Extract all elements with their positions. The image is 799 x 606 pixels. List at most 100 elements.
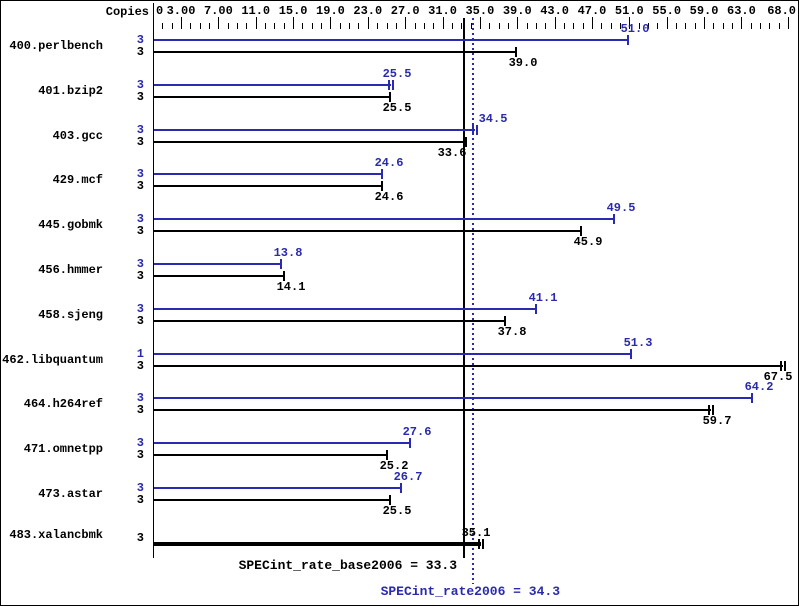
base-bar <box>154 320 506 322</box>
base-bar <box>154 409 711 411</box>
axis-tick-label: 43.0 <box>540 4 570 18</box>
axis-major-tick <box>555 17 556 29</box>
axis-minor-tick <box>685 23 686 29</box>
bar-end-tick <box>613 214 615 224</box>
peak-value-label: 25.5 <box>382 67 412 81</box>
peak-value-label: 64.2 <box>744 380 774 394</box>
benchmark-label: 401.bzip2 <box>38 84 103 98</box>
peak-bar <box>154 39 629 41</box>
copies-value: 3 <box>136 481 144 495</box>
base-rate-line <box>463 18 465 558</box>
base-bar <box>154 230 582 232</box>
bar-end-tick <box>381 181 383 191</box>
axis-minor-tick <box>274 23 275 29</box>
bar-end-tick <box>627 35 629 45</box>
plot-axis-line <box>153 3 154 558</box>
bar-end-tick <box>465 137 467 147</box>
benchmark-label: 400.perlbench <box>9 39 103 53</box>
peak-bar <box>154 353 632 355</box>
base-value-label: 59.7 <box>702 414 732 428</box>
peak-value-label: 34.5 <box>478 112 508 126</box>
bar-end-tick <box>630 349 632 359</box>
copies-value: 3 <box>136 436 144 450</box>
axis-minor-tick <box>779 23 780 29</box>
copies-value: 3 <box>136 167 144 181</box>
base-bar <box>154 365 783 367</box>
benchmark-label: 403.gcc <box>52 129 103 143</box>
axis-tick-label: 27.0 <box>390 4 420 18</box>
axis-minor-tick <box>415 23 416 29</box>
benchmark-label: 483.xalancbmk <box>9 528 103 542</box>
axis-major-tick <box>293 17 294 29</box>
peak-value-label: 51.3 <box>623 336 653 350</box>
copies-value: 3 <box>136 224 144 238</box>
peak-bar <box>154 129 475 131</box>
bar-end-tick <box>280 259 282 269</box>
base-value-label: 25.5 <box>382 504 412 518</box>
copies-value: 3 <box>136 179 144 193</box>
axis-minor-tick <box>237 23 238 29</box>
base-value-label: 39.0 <box>508 56 538 70</box>
axis-minor-tick <box>452 23 453 29</box>
benchmark-label: 458.sjeng <box>38 308 103 322</box>
copies-value: 3 <box>136 391 144 405</box>
bar-end-tick <box>580 226 582 236</box>
axis-major-tick <box>704 17 705 29</box>
axis-major-tick <box>517 17 518 29</box>
axis-major-tick <box>181 17 182 29</box>
axis-minor-tick <box>657 23 658 29</box>
copies-value: 3 <box>136 302 144 316</box>
axis-minor-tick <box>601 23 602 29</box>
peak-bar <box>154 218 615 220</box>
benchmark-label: 456.hmmer <box>38 263 103 277</box>
copies-value: 3 <box>136 493 144 507</box>
axis-minor-tick <box>358 23 359 29</box>
benchmark-label: 464.h264ref <box>23 397 103 411</box>
axis-major-tick <box>788 17 789 29</box>
axis-minor-tick <box>760 23 761 29</box>
axis-tick-label: 23.0 <box>353 4 383 18</box>
peak-bar <box>154 263 282 265</box>
benchmark-label: 471.omnetpp <box>23 442 103 456</box>
axis-minor-tick <box>508 23 509 29</box>
peak-value-label: 13.8 <box>273 246 303 260</box>
copies-value: 3 <box>136 33 144 47</box>
axis-minor-tick <box>583 23 584 29</box>
bar-end-tick <box>388 80 390 90</box>
axis-minor-tick <box>190 23 191 29</box>
base-bar <box>154 275 285 277</box>
axis-minor-tick <box>732 23 733 29</box>
axis-minor-tick <box>723 23 724 29</box>
axis-tick-label: 7.00 <box>203 4 233 18</box>
bar-end-tick <box>400 483 402 493</box>
bar-end-tick <box>515 47 517 57</box>
axis-major-tick <box>218 17 219 29</box>
base-bar <box>154 499 391 501</box>
axis-minor-tick <box>620 23 621 29</box>
axis-minor-tick <box>424 23 425 29</box>
axis-tick-label: 31.0 <box>428 4 457 18</box>
axis-minor-tick <box>172 23 173 29</box>
copies-value: 3 <box>136 212 144 226</box>
axis-minor-tick <box>573 23 574 29</box>
copies-value: 3 <box>136 448 144 462</box>
axis-minor-tick <box>228 23 229 29</box>
copies-value: 3 <box>136 403 144 417</box>
copies-value: 3 <box>136 269 144 283</box>
axis-minor-tick <box>499 23 500 29</box>
bar-end-tick <box>504 316 506 326</box>
bar-end-tick <box>476 125 478 135</box>
axis-tick-label: 47.0 <box>577 4 607 18</box>
bar-end-tick <box>708 405 710 415</box>
bar-end-tick <box>751 393 753 403</box>
axis-minor-tick <box>396 23 397 29</box>
axis-minor-tick <box>302 23 303 29</box>
axis-minor-tick <box>312 23 313 29</box>
base-value-label: 35.1 <box>461 526 491 540</box>
copies-value: 3 <box>136 123 144 137</box>
axis-major-tick <box>256 17 257 29</box>
axis-minor-tick <box>200 23 201 29</box>
bar-end-tick <box>389 495 391 505</box>
axis-minor-tick <box>340 23 341 29</box>
base-value-label: 45.9 <box>573 235 603 249</box>
